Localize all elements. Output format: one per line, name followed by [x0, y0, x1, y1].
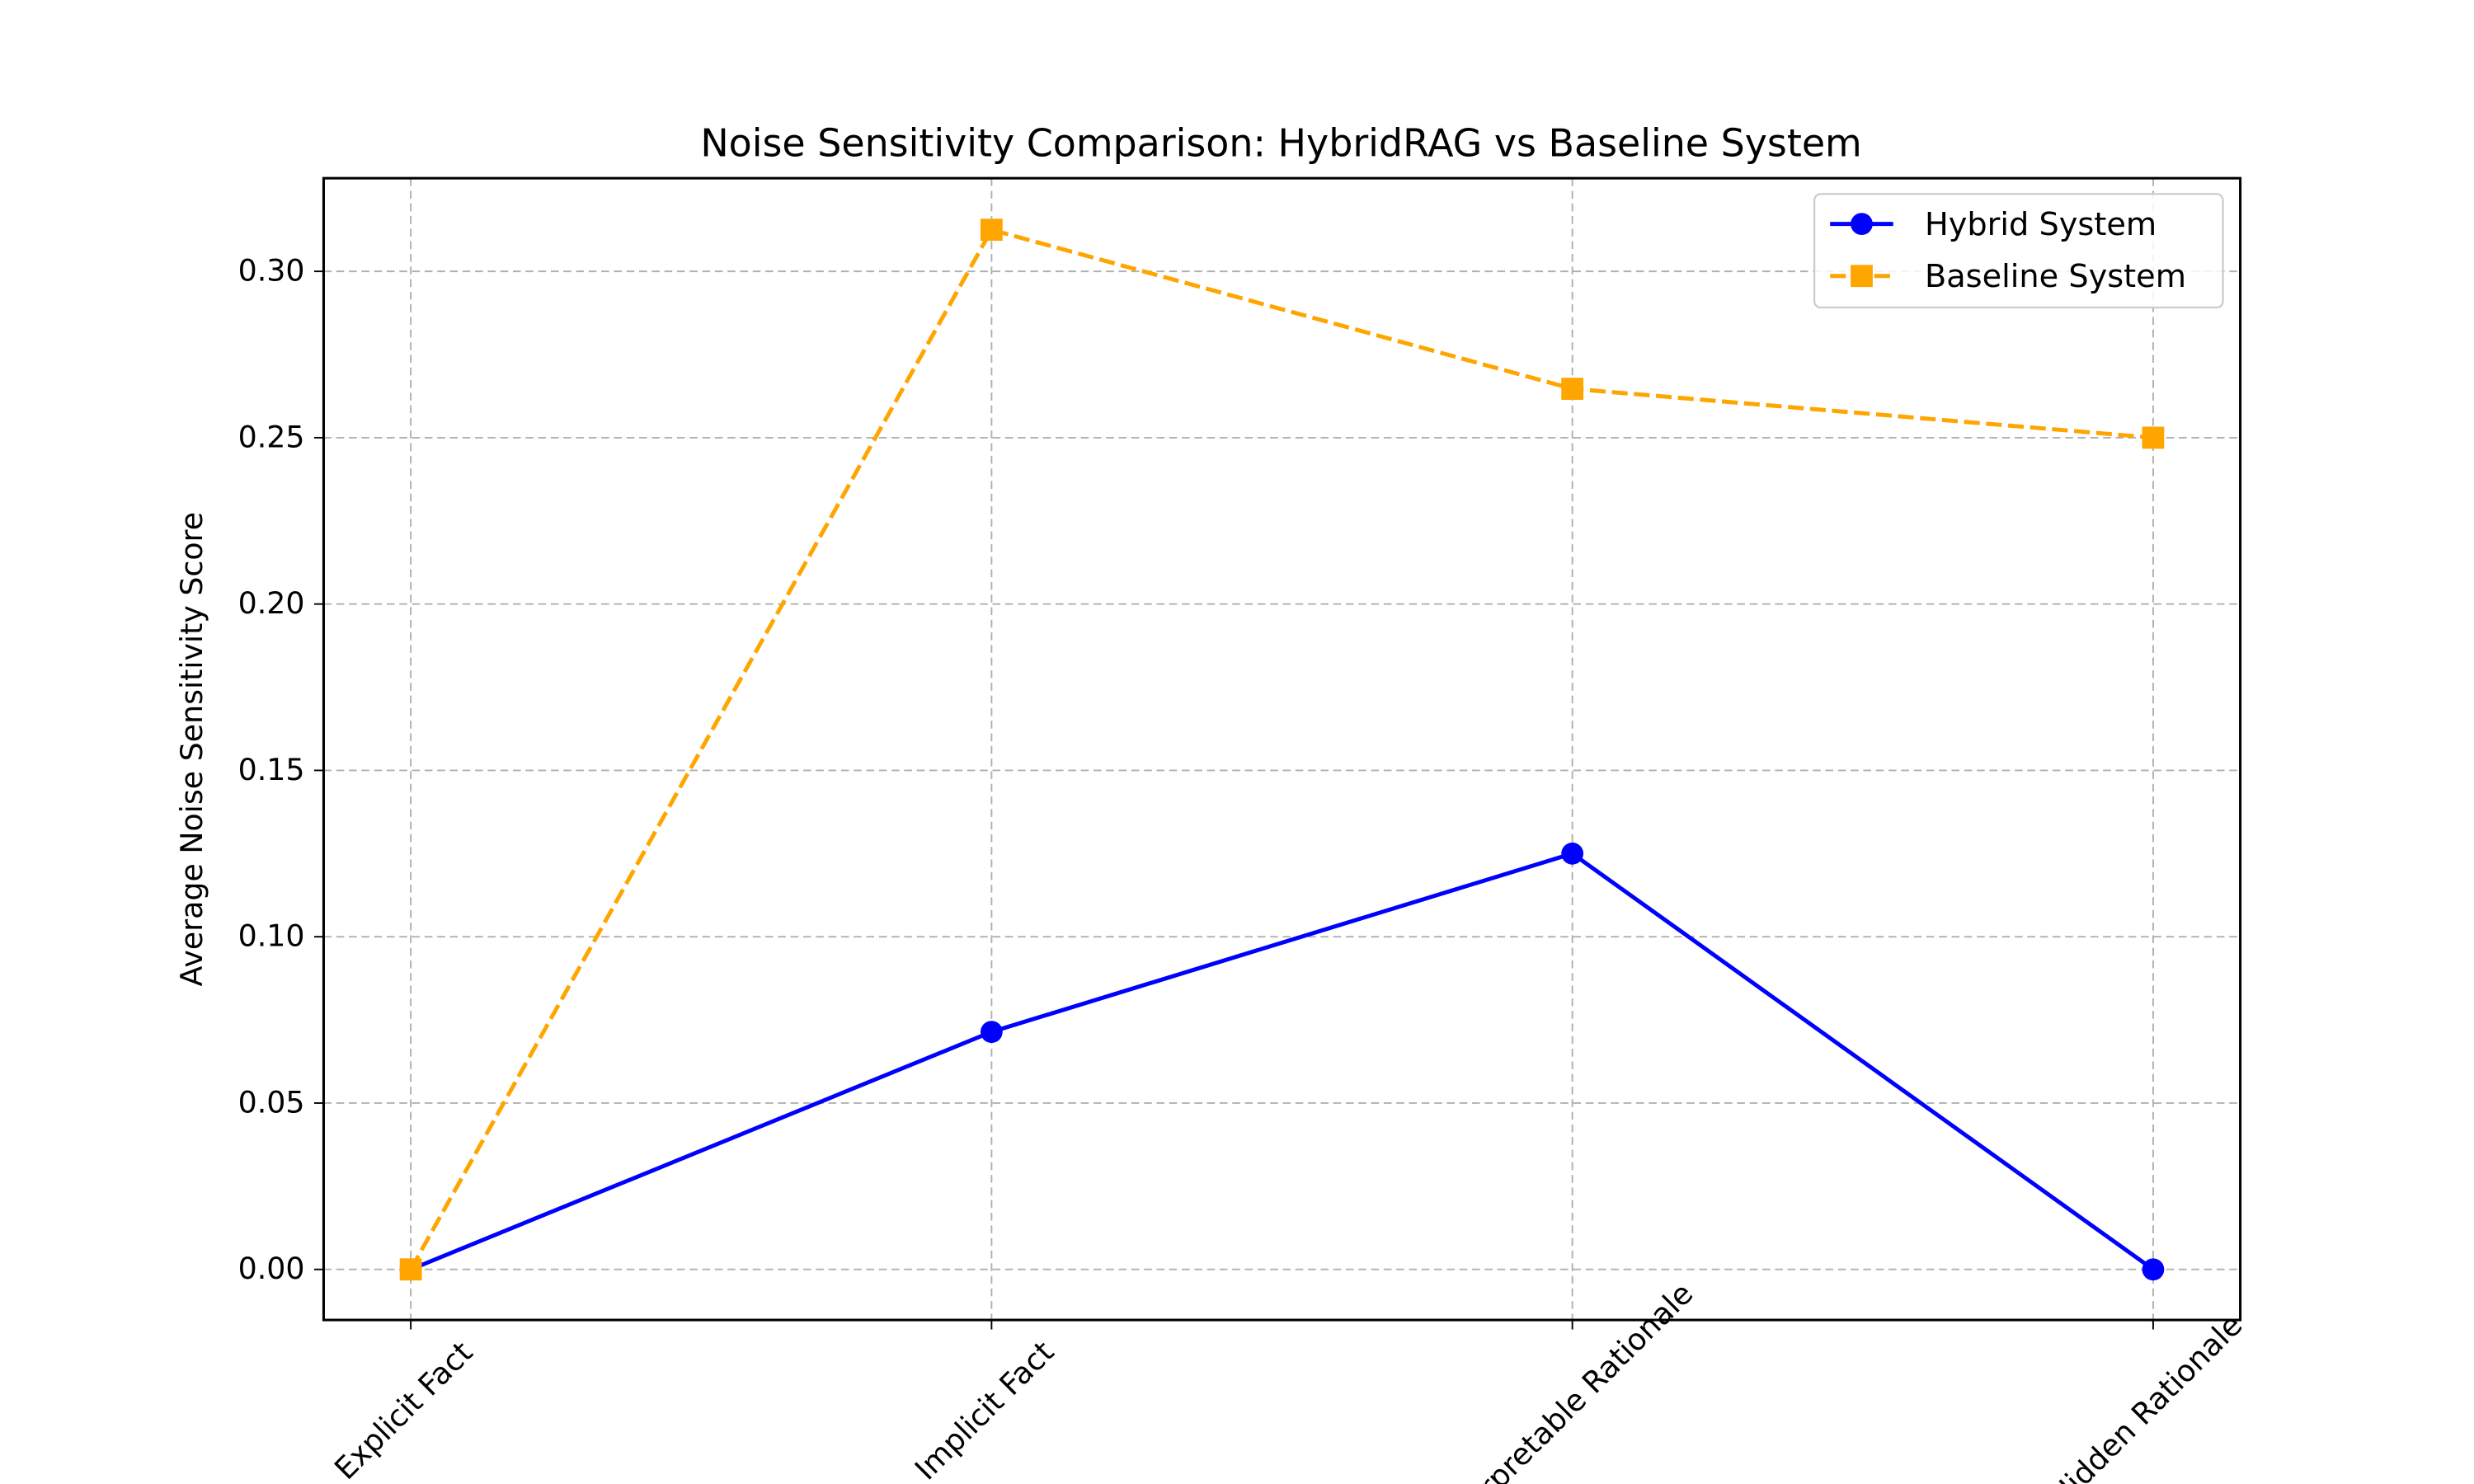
- legend-marker: [1851, 213, 1873, 236]
- y-tick-label: 0.05: [238, 1084, 305, 1120]
- y-tick-label: 0.30: [238, 253, 305, 289]
- series-line: [410, 851, 2155, 1272]
- y-tick-label: 0.00: [238, 1251, 305, 1286]
- marker: [2142, 1258, 2165, 1281]
- legend-box: [1813, 193, 2224, 309]
- plot-frame: [322, 176, 2242, 1322]
- x-tick-label: Explicit Fact: [327, 1335, 479, 1484]
- marker: [980, 1021, 1003, 1043]
- y-tick-label: 0.15: [238, 752, 305, 787]
- y-tick-label: 0.20: [238, 585, 305, 621]
- x-tick-label: Hidden Rationale: [2043, 1308, 2250, 1484]
- marker: [399, 1258, 422, 1281]
- marker: [980, 218, 1003, 242]
- legend-label: Baseline System: [1925, 258, 2186, 295]
- series-line: [408, 227, 2154, 1270]
- legend-marker: [1851, 265, 1873, 288]
- legend: Hybrid System Baseline System: [1813, 193, 2224, 309]
- legend-label: Hybrid System: [1925, 206, 2157, 243]
- x-tick-label: Interpretable Rationale: [1430, 1275, 1700, 1484]
- marker: [2142, 426, 2165, 449]
- marker: [1561, 842, 1584, 865]
- y-axis-label: Average Noise Sensitivity Score: [174, 512, 209, 986]
- x-tick-label: Implicit Fact: [908, 1334, 1061, 1484]
- y-tick-label: 0.10: [238, 918, 305, 954]
- marker: [1561, 378, 1584, 400]
- chart-title: Noise Sensitivity Comparison: HybridRAG …: [700, 120, 1861, 165]
- y-tick-label: 0.25: [238, 419, 305, 454]
